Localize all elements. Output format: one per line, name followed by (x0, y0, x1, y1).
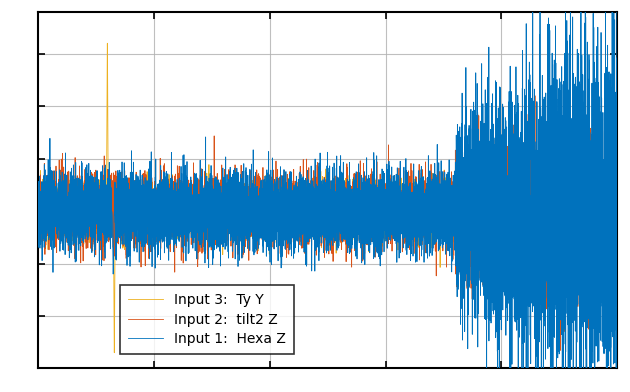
Input 2:  tilt2 Z: (0.196, -0.111): tilt2 Z: (0.196, -0.111) (147, 220, 155, 225)
Line: Input 2:  tilt2 Z: Input 2: tilt2 Z (38, 95, 617, 350)
Legend: Input 3:  Ty Y, Input 2:  tilt2 Z, Input 1:  Hexa Z: Input 3: Ty Y, Input 2: tilt2 Z, Input 1… (120, 285, 294, 354)
Input 2:  tilt2 Z: (0.0414, -0.089): tilt2 Z: (0.0414, -0.089) (58, 218, 66, 223)
Input 3:  Ty Y: (0.196, -0.0321): Ty Y: (0.196, -0.0321) (148, 212, 156, 217)
Input 1:  Hexa Z: (0.196, -0.00988): Hexa Z: (0.196, -0.00988) (147, 210, 155, 214)
Input 3:  Ty Y: (0.0045, 0.223): Ty Y: (0.0045, 0.223) (37, 185, 44, 190)
Input 3:  Ty Y: (0, 0.108): Ty Y: (0, 0.108) (34, 198, 42, 202)
Input 1:  Hexa Z: (0, 0.0894): Hexa Z: (0, 0.0894) (34, 200, 42, 204)
Input 1:  Hexa Z: (0.489, 0.0409): Hexa Z: (0.489, 0.0409) (318, 205, 325, 209)
Input 1:  Hexa Z: (0.947, -0.604): Hexa Z: (0.947, -0.604) (583, 272, 590, 277)
Input 3:  Ty Y: (1, 0.0815): Ty Y: (1, 0.0815) (614, 200, 621, 205)
Input 3:  Ty Y: (0.12, 1.6): Ty Y: (0.12, 1.6) (103, 41, 111, 45)
Input 3:  Ty Y: (0.0598, -0.0222): Ty Y: (0.0598, -0.0222) (69, 211, 76, 216)
Input 2:  tilt2 Z: (0.947, 0.324): tilt2 Z: (0.947, 0.324) (583, 175, 590, 180)
Input 3:  Ty Y: (0.947, 0.244): Ty Y: (0.947, 0.244) (583, 183, 590, 188)
Input 3:  Ty Y: (0.0414, 0.00021): Ty Y: (0.0414, 0.00021) (58, 209, 66, 213)
Input 1:  Hexa Z: (1, 1.34): Hexa Z: (1, 1.34) (614, 68, 621, 73)
Line: Input 1:  Hexa Z: Input 1: Hexa Z (38, 0, 617, 392)
Input 2:  tilt2 Z: (0.489, -0.333): tilt2 Z: (0.489, -0.333) (318, 244, 325, 249)
Input 2:  tilt2 Z: (0, 0.255): tilt2 Z: (0, 0.255) (34, 182, 42, 187)
Line: Input 3:  Ty Y: Input 3: Ty Y (38, 43, 617, 353)
Input 2:  tilt2 Z: (0.996, 1.11): tilt2 Z: (0.996, 1.11) (612, 93, 619, 97)
Input 3:  Ty Y: (0.132, -1.35): Ty Y: (0.132, -1.35) (110, 350, 118, 355)
Input 1:  Hexa Z: (0.0414, 0.0598): Hexa Z: (0.0414, 0.0598) (58, 203, 66, 207)
Input 1:  Hexa Z: (0.0598, -0.08): Hexa Z: (0.0598, -0.08) (69, 217, 76, 222)
Input 3:  Ty Y: (0.489, 0.0429): Ty Y: (0.489, 0.0429) (318, 204, 325, 209)
Input 2:  tilt2 Z: (0.0598, -0.0936): tilt2 Z: (0.0598, -0.0936) (69, 219, 76, 223)
Input 2:  tilt2 Z: (0.0045, 0.00586): tilt2 Z: (0.0045, 0.00586) (37, 208, 44, 213)
Input 2:  tilt2 Z: (1, 0.357): tilt2 Z: (1, 0.357) (614, 171, 621, 176)
Input 2:  tilt2 Z: (0.901, -1.33): tilt2 Z: (0.901, -1.33) (556, 348, 564, 353)
Input 1:  Hexa Z: (0.0045, -0.13): Hexa Z: (0.0045, -0.13) (37, 222, 44, 227)
